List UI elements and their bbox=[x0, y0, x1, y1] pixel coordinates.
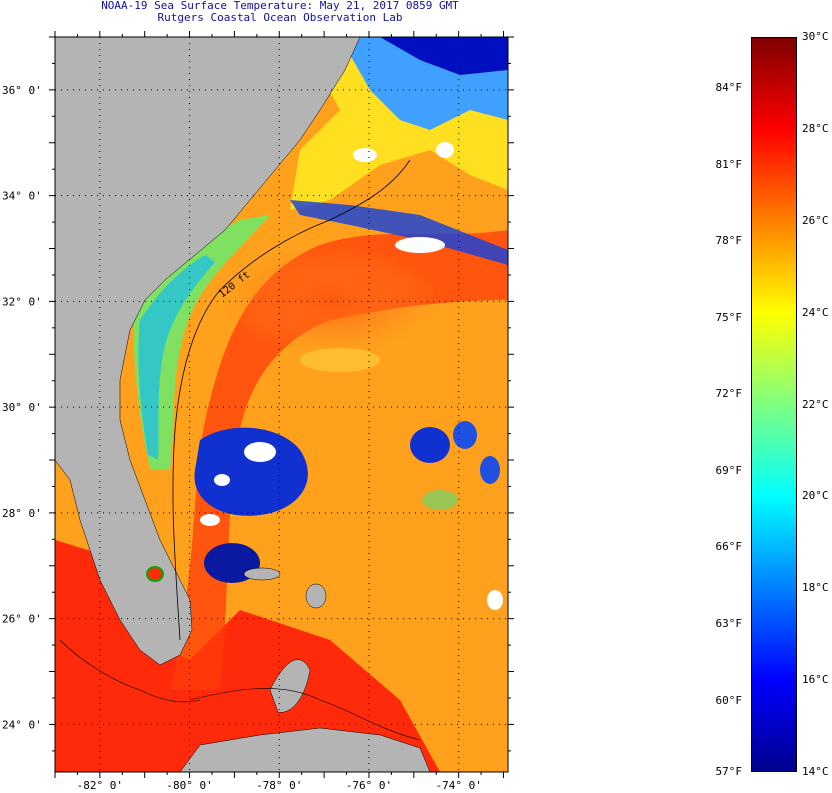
lon-tick-label: -74° 0' bbox=[435, 779, 481, 792]
colorbar-celsius-label: 20°C bbox=[802, 489, 829, 503]
colorbar-fahrenheit-label: 69°F bbox=[715, 463, 743, 477]
colorbar-fahrenheit-label: 78°F bbox=[715, 234, 743, 248]
lon-tick-label: -82° 0' bbox=[77, 779, 123, 792]
lat-tick-label: 24° 0' bbox=[2, 718, 42, 731]
warm-water-south bbox=[55, 540, 440, 772]
lon-tick-label: -80° 0' bbox=[166, 779, 212, 792]
lat-tick-label: 28° 0' bbox=[2, 507, 42, 520]
colorbar-celsius-label: 30°C bbox=[802, 30, 829, 43]
colorbar-celsius-label: 14°C bbox=[802, 765, 829, 778]
colorbar-fahrenheit-label: 66°F bbox=[715, 540, 743, 554]
colorbar-fahrenheit-label: 84°F bbox=[715, 81, 743, 95]
colorbar-celsius-label: 28°C bbox=[802, 121, 829, 135]
gulf-stream-band bbox=[170, 230, 508, 690]
temperature-colorbar bbox=[751, 37, 797, 772]
lat-tick-label: 36° 0' bbox=[2, 84, 42, 97]
lon-tick-label: -78° 0' bbox=[256, 779, 302, 792]
colorbar-celsius-label: 18°C bbox=[802, 581, 829, 595]
land-us-coast bbox=[55, 37, 361, 666]
lat-tick-label: 34° 0' bbox=[2, 190, 42, 203]
colorbar-celsius-label: 24°C bbox=[802, 305, 829, 319]
colorbar-fahrenheit-label: 75°F bbox=[715, 310, 743, 324]
map-subtitle: Rutgers Coastal Ocean Observation Lab bbox=[157, 11, 403, 24]
colorbar-celsius-label: 16°C bbox=[802, 673, 829, 687]
land-bahamas bbox=[269, 659, 311, 713]
colorbar-celsius-label: 26°C bbox=[802, 213, 829, 227]
colorbar-fahrenheit-label: 57°F bbox=[715, 765, 743, 778]
cloud-patch bbox=[244, 442, 276, 462]
shelf-cool-water bbox=[133, 215, 270, 470]
land-cuba bbox=[179, 727, 431, 772]
lat-tick-label: 26° 0' bbox=[2, 613, 42, 626]
lon-tick-label: -76° 0' bbox=[346, 779, 392, 792]
colorbar-fahrenheit-label: 81°F bbox=[715, 157, 743, 171]
colorbar-fahrenheit-label: 60°F bbox=[715, 693, 743, 707]
map-frame bbox=[54, 36, 509, 773]
colorbar-fahrenheit-label: 72°F bbox=[715, 387, 743, 401]
lat-tick-label: 30° 0' bbox=[2, 401, 42, 414]
lat-tick-label: 32° 0' bbox=[2, 295, 42, 308]
colorbar-fahrenheit-label: 63°F bbox=[715, 616, 743, 630]
colorbar-celsius-label: 22°C bbox=[802, 397, 829, 411]
map-title: NOAA-19 Sea Surface Temperature: May 21,… bbox=[101, 0, 459, 12]
